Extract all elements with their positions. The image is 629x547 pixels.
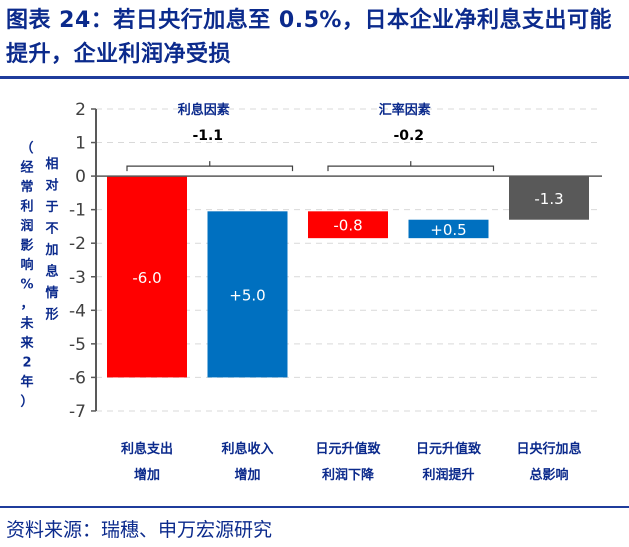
y-tick-label: -4: [69, 301, 86, 321]
category-label: 总影响: [529, 467, 568, 483]
bar-value-label: +5.0: [229, 286, 265, 304]
category-label: 增加: [234, 467, 260, 483]
y-axis-label-char: 年: [20, 374, 33, 390]
y-axis-sublabel-char: 息: [45, 264, 58, 280]
y-tick-label: -2: [69, 234, 86, 254]
category-label: 利润下降: [322, 467, 375, 483]
category-label: 日元升值致: [315, 441, 381, 457]
y-tick-label: -1: [69, 201, 86, 221]
group-bracket: [126, 161, 294, 172]
y-axis-sublabel-char: 对: [45, 178, 58, 194]
bar-value-label: +0.5: [430, 221, 466, 239]
y-axis-label-char: 润: [20, 218, 33, 234]
category-label: 日元升值致: [416, 441, 482, 457]
bar-value-label: -6.0: [132, 269, 161, 287]
bar: [107, 176, 187, 378]
y-axis-sublabel-char: 形: [45, 308, 58, 323]
category-label: 日央行加息: [516, 441, 581, 457]
bar-value-label: -0.8: [333, 217, 362, 235]
y-axis-label-char: ，: [20, 297, 33, 312]
y-tick-label: -7: [69, 402, 86, 422]
bar-value-label: -1.3: [534, 190, 563, 208]
y-tick-label: -3: [69, 268, 86, 288]
y-axis-label-char: ）: [20, 394, 33, 410]
footer-divider: [0, 506, 629, 508]
group-bracket: [327, 161, 495, 172]
y-axis-sublabel-char: 于: [45, 200, 58, 215]
y-axis-label-char: 2: [22, 356, 31, 371]
source-note: 资料来源：瑞穗、申万宏源研究: [6, 519, 273, 541]
category-label: 利润提升: [422, 467, 474, 483]
y-axis-sublabel-char: 情: [45, 285, 58, 301]
y-axis-label-char: 经: [20, 160, 33, 176]
y-axis-label-char: %: [20, 278, 33, 293]
y-tick-label: 1: [75, 134, 86, 154]
y-axis-label-char: 利: [20, 199, 33, 215]
group-name: 利息因素: [178, 102, 230, 118]
title-divider: [0, 76, 629, 79]
category-label: 利息支出: [121, 441, 173, 457]
group-name: 汇率因素: [379, 102, 431, 118]
group-total: -1.1: [192, 128, 223, 144]
y-axis-sublabel-char: 相: [45, 156, 58, 172]
y-axis-label-char: 影: [20, 238, 33, 254]
y-axis-label-char: 未: [19, 316, 34, 332]
y-axis-label-char: 常: [20, 179, 33, 195]
chart-title: 图表 24：若日央行加息至 0.5%，日本企业净利息支出可能提升，企业利润净受损: [6, 8, 612, 67]
y-axis-sublabel-char: 加: [44, 243, 58, 258]
category-label: 利息收入: [221, 441, 273, 457]
bar: [509, 176, 589, 220]
y-axis-sublabel-char: 不: [45, 222, 58, 237]
y-tick-label: -6: [69, 368, 86, 388]
bar: [207, 211, 288, 378]
bar: [408, 219, 489, 239]
y-tick-label: 0: [75, 167, 86, 187]
group-total: -0.2: [393, 128, 424, 144]
category-label: 增加: [134, 467, 160, 483]
y-axis-label-char: 来: [19, 335, 34, 351]
y-axis-label-char: 响: [20, 257, 33, 273]
y-tick-label: -5: [69, 335, 86, 355]
bar: [308, 211, 388, 239]
y-axis-label-char: （: [20, 140, 33, 156]
y-tick-label: 2: [75, 100, 86, 120]
